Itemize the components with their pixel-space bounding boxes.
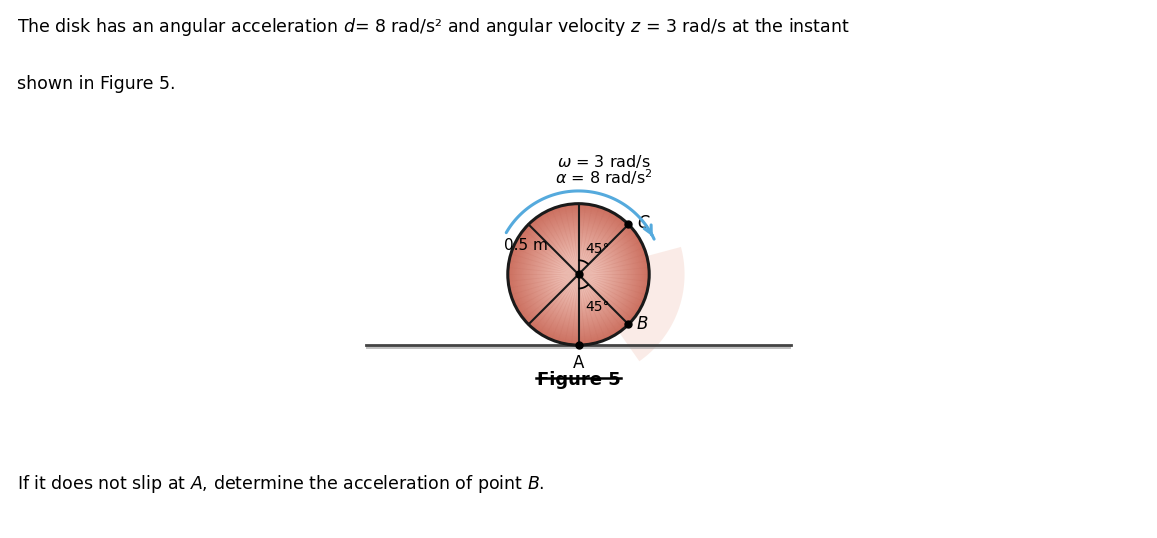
Circle shape <box>531 226 626 322</box>
Circle shape <box>528 224 629 325</box>
Circle shape <box>576 272 581 277</box>
Circle shape <box>541 237 616 312</box>
Circle shape <box>536 232 621 317</box>
Text: 45°: 45° <box>585 300 610 314</box>
Circle shape <box>513 208 644 341</box>
Circle shape <box>572 267 585 281</box>
Circle shape <box>528 223 629 325</box>
Circle shape <box>519 215 638 334</box>
Circle shape <box>522 218 635 331</box>
Circle shape <box>555 251 602 298</box>
Circle shape <box>515 211 642 338</box>
Circle shape <box>530 226 627 323</box>
Circle shape <box>559 255 598 294</box>
Text: Figure 5: Figure 5 <box>537 371 620 388</box>
Text: 45°: 45° <box>585 242 610 256</box>
Circle shape <box>563 259 594 289</box>
Circle shape <box>538 233 619 315</box>
Circle shape <box>521 216 636 332</box>
Circle shape <box>566 262 591 287</box>
Circle shape <box>569 266 588 283</box>
Circle shape <box>524 220 633 329</box>
Circle shape <box>575 271 582 278</box>
Circle shape <box>509 204 648 344</box>
Circle shape <box>554 251 603 298</box>
Circle shape <box>545 241 612 308</box>
Circle shape <box>532 229 625 320</box>
Circle shape <box>532 228 625 321</box>
Circle shape <box>568 264 589 285</box>
Circle shape <box>526 222 631 327</box>
Circle shape <box>524 221 633 328</box>
Circle shape <box>543 238 614 310</box>
Circle shape <box>553 249 604 300</box>
Circle shape <box>561 258 596 291</box>
Circle shape <box>554 250 603 299</box>
Circle shape <box>517 213 640 336</box>
Circle shape <box>543 239 614 310</box>
Circle shape <box>565 260 592 288</box>
Circle shape <box>558 253 599 295</box>
Polygon shape <box>367 345 790 349</box>
Circle shape <box>523 219 634 330</box>
Circle shape <box>529 225 628 324</box>
Circle shape <box>518 214 639 335</box>
Circle shape <box>570 266 587 282</box>
Circle shape <box>546 242 611 307</box>
Circle shape <box>537 233 620 316</box>
Circle shape <box>567 263 590 286</box>
Text: $\alpha$ = 8 rad/s$^2$: $\alpha$ = 8 rad/s$^2$ <box>555 167 653 187</box>
Circle shape <box>573 269 584 280</box>
Circle shape <box>511 207 646 342</box>
Circle shape <box>561 257 596 292</box>
Circle shape <box>540 236 617 313</box>
Circle shape <box>521 217 636 332</box>
Circle shape <box>562 258 595 291</box>
Circle shape <box>548 244 609 305</box>
Polygon shape <box>578 247 685 361</box>
Text: B: B <box>638 315 648 334</box>
Circle shape <box>547 244 610 305</box>
Text: 0.5 m: 0.5 m <box>504 238 548 253</box>
Circle shape <box>525 221 632 328</box>
Text: A: A <box>573 353 584 372</box>
Circle shape <box>539 236 618 313</box>
Circle shape <box>558 254 599 295</box>
Circle shape <box>516 211 641 337</box>
Circle shape <box>509 206 648 343</box>
Text: shown in Figure 5.: shown in Figure 5. <box>17 75 176 93</box>
Circle shape <box>574 270 583 279</box>
Circle shape <box>551 247 606 302</box>
Circle shape <box>510 207 647 342</box>
Text: C: C <box>638 214 649 232</box>
Circle shape <box>551 246 606 303</box>
Circle shape <box>539 235 618 314</box>
Circle shape <box>573 268 584 280</box>
Circle shape <box>560 256 597 293</box>
Circle shape <box>514 210 643 339</box>
Circle shape <box>535 230 622 318</box>
Circle shape <box>513 209 644 340</box>
Circle shape <box>517 214 640 335</box>
Circle shape <box>566 261 591 288</box>
Text: The disk has an angular acceleration $d$= 8 rad/s² and angular velocity $z$ = 3 : The disk has an angular acceleration $d$… <box>17 16 850 38</box>
Circle shape <box>577 273 580 275</box>
Circle shape <box>550 245 607 303</box>
Circle shape <box>508 204 649 345</box>
Circle shape <box>536 231 621 317</box>
Circle shape <box>547 243 611 306</box>
Circle shape <box>557 252 600 296</box>
Circle shape <box>552 248 605 301</box>
Circle shape <box>569 265 588 284</box>
Circle shape <box>544 240 613 309</box>
Text: $\omega$ = 3 rad/s: $\omega$ = 3 rad/s <box>558 153 650 169</box>
Text: If it does not slip at $A$, determine the acceleration of point $B$.: If it does not slip at $A$, determine th… <box>17 473 545 495</box>
Circle shape <box>533 229 624 320</box>
Circle shape <box>576 273 581 276</box>
